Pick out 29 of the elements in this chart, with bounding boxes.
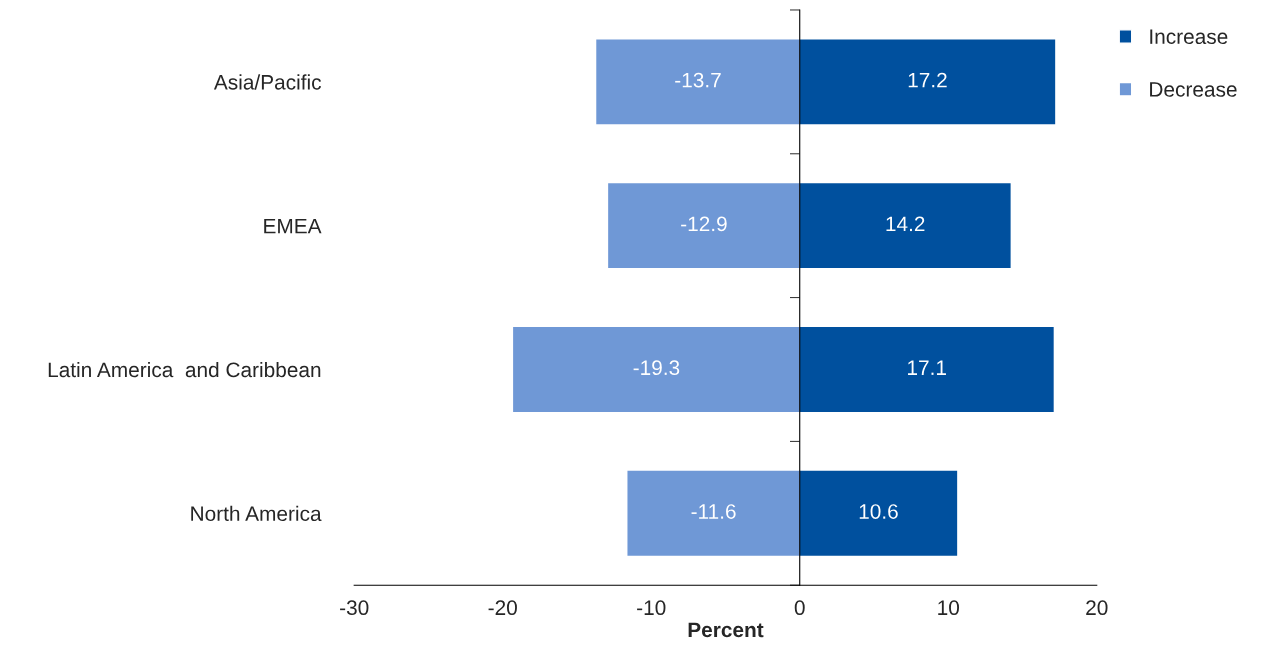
data-label: 10.6 [859,504,898,519]
x-tick-label: 0 [794,600,805,616]
bar [799,327,1054,412]
bar [513,327,800,412]
bar [799,183,1011,269]
data-label: -19.3 [633,360,680,376]
data-label: -12.9 [681,216,727,232]
data-label: 17.1 [908,360,946,375]
x-tick-label: -30 [340,600,369,616]
y-tick-label: Asia/Pacific [213,74,322,90]
x-tick-label: -10 [637,600,666,616]
bar [596,39,800,125]
x-tick-label: 20 [1086,600,1108,616]
bar [799,39,1056,125]
bar [799,470,958,556]
data-label: 14.2 [886,216,925,232]
bar [608,183,800,269]
bar [627,470,800,556]
y-tick-label: North America [191,505,322,522]
legend-label: Increase [1150,29,1228,45]
data-label: -11.6 [691,504,736,519]
y-tick-label: Latin America and Caribbean [48,361,321,378]
x-tick-label: -20 [488,600,517,616]
data-label: -13.7 [675,72,721,88]
x-axis-title: Percent [688,622,764,638]
y-tick-label: EMEA [264,218,322,234]
data-label: 17.2 [908,72,947,88]
x-tick-label: 10 [938,600,960,616]
legend-label: Decrease [1150,82,1237,97]
